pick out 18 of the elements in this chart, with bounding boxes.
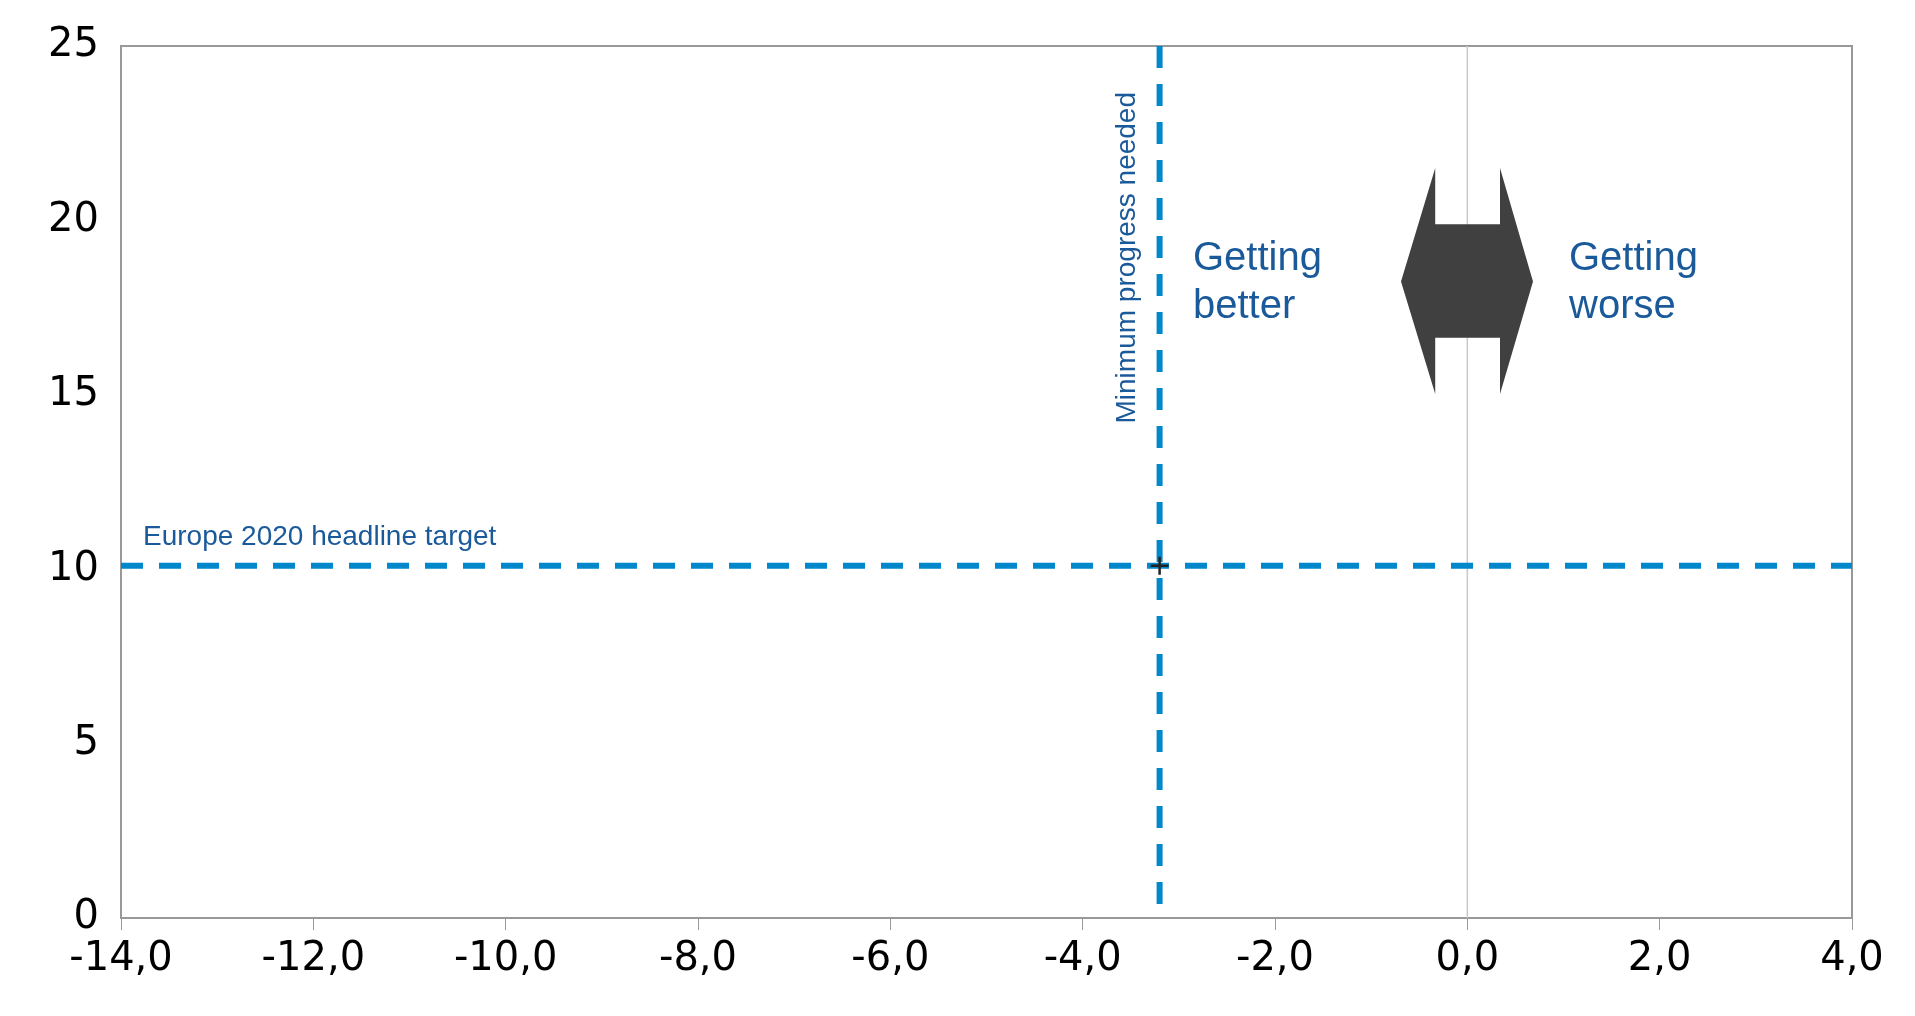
- x-tick-label: 2,0: [1627, 933, 1692, 980]
- y-tick-label: 5: [73, 716, 99, 763]
- annotation: Getting worse: [1569, 233, 1699, 328]
- y-tick-label: 15: [48, 368, 99, 415]
- annotation: Getting better: [1193, 233, 1323, 328]
- x-tick-label: -4,0: [1043, 933, 1122, 980]
- y-tick-label: 25: [48, 19, 99, 66]
- x-tick-label: -10,0: [453, 933, 558, 980]
- x-tick-label: 4,0: [1820, 933, 1884, 980]
- x-tick-label: -2,0: [1235, 933, 1315, 980]
- y-tick-label: 10: [48, 542, 99, 589]
- x-tick-label: -6,0: [851, 933, 930, 980]
- ref-line-label: Europe 2020 headline target: [143, 520, 497, 552]
- x-tick-label: 0,0: [1435, 933, 1500, 980]
- x-tick-label: -12,0: [261, 933, 366, 980]
- ref-line-label: Minimum progress needed: [1110, 92, 1142, 424]
- y-tick-label: 20: [48, 193, 99, 240]
- x-tick-label: -8,0: [658, 933, 738, 980]
